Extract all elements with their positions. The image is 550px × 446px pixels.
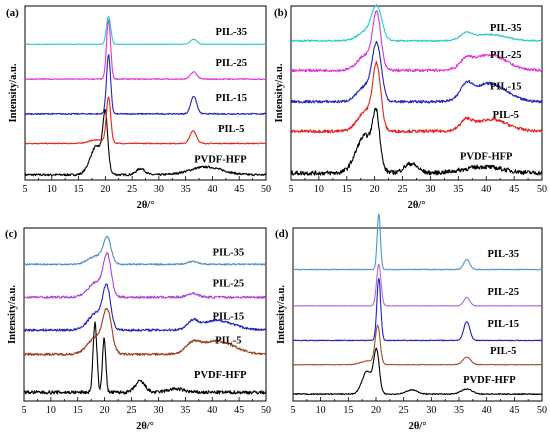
series-label: PIL-25 — [213, 279, 245, 290]
x-tick-label: 50 — [537, 405, 547, 416]
series-label: PIL-35 — [215, 27, 247, 38]
x-tick-label: 40 — [207, 184, 217, 195]
chart-panel-b: (b) 5 10 15 20 25 30 35 40 45 50 2θ/° Intensity/a.u.… — [274, 3, 547, 211]
x-tick-label: 45 — [509, 184, 519, 195]
series-label: PIL-15 — [488, 319, 520, 330]
series-label: PIL-5 — [490, 346, 516, 357]
series-label: PIL-25 — [488, 287, 520, 298]
chart-panel-c: (c) 5 10 15 20 25 30 35 40 45 50 2θ/° Intensity/a.u.… — [5, 227, 271, 432]
x-tick-label: 40 — [481, 184, 491, 195]
panel-label: (a) — [6, 7, 19, 19]
series-label: PIL-25 — [215, 58, 247, 69]
x-tick-label: 5 — [291, 405, 296, 416]
x-tick-label: 5 — [22, 405, 27, 416]
x-tick-label: 15 — [343, 405, 353, 416]
series-line-pil-25 — [292, 263, 543, 307]
x-tick-label: 15 — [74, 184, 84, 195]
x-tick-label: 50 — [261, 405, 271, 416]
x-tick-label: 10 — [316, 405, 326, 416]
chart-panel-a: (a) 5 10 15 20 25 30 35 40 45 50 2θ/° Intensity/a.u.… — [6, 5, 271, 211]
series-line-pvdf-hfp — [292, 347, 543, 396]
x-tick-label: 20 — [371, 405, 381, 416]
series-line-pil-35 — [290, 3, 543, 43]
series-label: PIL-5 — [215, 336, 241, 347]
series-line-pil-5 — [24, 96, 267, 145]
x-tick-label: 35 — [181, 184, 191, 195]
series-line-pil-15 — [292, 277, 543, 342]
series-label: PIL-15 — [490, 81, 522, 92]
series-label: PIL-35 — [490, 23, 522, 34]
series-label: PIL-35 — [213, 247, 245, 258]
x-tick-label: 5 — [289, 184, 294, 195]
series-label: PVDF-HFP — [194, 370, 247, 381]
series-line-pil-25 — [23, 251, 267, 299]
series-label: PIL-25 — [490, 50, 522, 61]
y-axis-title: Intensity/a.u. — [8, 63, 19, 122]
x-tick-label: 20 — [100, 405, 110, 416]
series-line-pil-5 — [290, 60, 543, 134]
chart-panel-d: (d) 5 10 15 20 25 30 35 40 45 50 2θ/° Intensity/a.u.… — [275, 213, 547, 432]
series-label: PIL-5 — [218, 124, 244, 135]
series-line-pil-35 — [23, 235, 267, 266]
x-tick-label: 30 — [425, 184, 435, 195]
x-tick-label: 10 — [46, 405, 56, 416]
x-tick-label: 35 — [454, 405, 464, 416]
series-line-pil-25 — [290, 10, 543, 73]
y-axis-title: Intensity/a.u. — [274, 63, 285, 122]
x-tick-label: 20 — [100, 184, 110, 195]
panel-label: (c) — [5, 228, 18, 240]
series-label: PIL-5 — [493, 110, 519, 121]
x-axis-title: 2θ/° — [136, 421, 154, 432]
x-tick-label: 25 — [399, 405, 409, 416]
series-line-pil-5 — [292, 324, 543, 366]
y-axis-title: Intensity/a.u. — [276, 285, 287, 344]
x-tick-label: 45 — [234, 405, 244, 416]
x-tick-label: 50 — [261, 184, 271, 195]
series-line-pvdf-hfp — [290, 107, 543, 176]
x-tick-label: 15 — [342, 184, 352, 195]
y-axis-title: Intensity/a.u. — [7, 285, 18, 344]
series-line-pil-25 — [24, 19, 267, 81]
series-line-pil-5 — [23, 308, 267, 356]
x-tick-label: 35 — [453, 184, 463, 195]
series-label: PIL-15 — [213, 312, 245, 323]
x-tick-label: 25 — [398, 184, 408, 195]
x-axis-title: 2θ/° — [137, 200, 155, 211]
x-tick-label: 5 — [23, 184, 28, 195]
series-label: PVDF-HFP — [460, 152, 513, 163]
series-label: PVDF-HFP — [194, 155, 247, 166]
x-tick-label: 35 — [180, 405, 190, 416]
series-line-pil-35 — [24, 16, 267, 46]
series-label: PIL-35 — [488, 249, 520, 260]
x-tick-label: 10 — [314, 184, 324, 195]
panel-label: (d) — [275, 228, 289, 240]
panel-label: (b) — [274, 7, 288, 19]
x-tick-label: 10 — [47, 184, 57, 195]
x-tick-label: 30 — [154, 184, 164, 195]
x-tick-label: 30 — [426, 405, 436, 416]
x-axis-title: 2θ/° — [408, 200, 426, 211]
series-line-pvdf-hfp — [23, 321, 267, 395]
series-line-pil-35 — [292, 213, 543, 271]
x-tick-label: 40 — [482, 405, 492, 416]
x-tick-label: 25 — [127, 184, 137, 195]
series-line-pvdf-hfp — [24, 108, 267, 177]
x-tick-label: 45 — [234, 184, 244, 195]
x-tick-label: 40 — [207, 405, 217, 416]
series-line-pil-15 — [23, 283, 267, 332]
series-line-pil-15 — [24, 54, 267, 116]
x-tick-label: 50 — [537, 184, 547, 195]
series-line-pil-15 — [290, 40, 543, 104]
x-tick-label: 15 — [73, 405, 83, 416]
x-tick-label: 30 — [153, 405, 163, 416]
series-label: PVDF-HFP — [463, 375, 516, 386]
x-tick-label: 25 — [127, 405, 137, 416]
series-label: PIL-15 — [215, 93, 247, 104]
x-tick-label: 45 — [509, 405, 519, 416]
x-axis-title: 2θ/° — [409, 421, 427, 432]
x-tick-label: 20 — [370, 184, 380, 195]
